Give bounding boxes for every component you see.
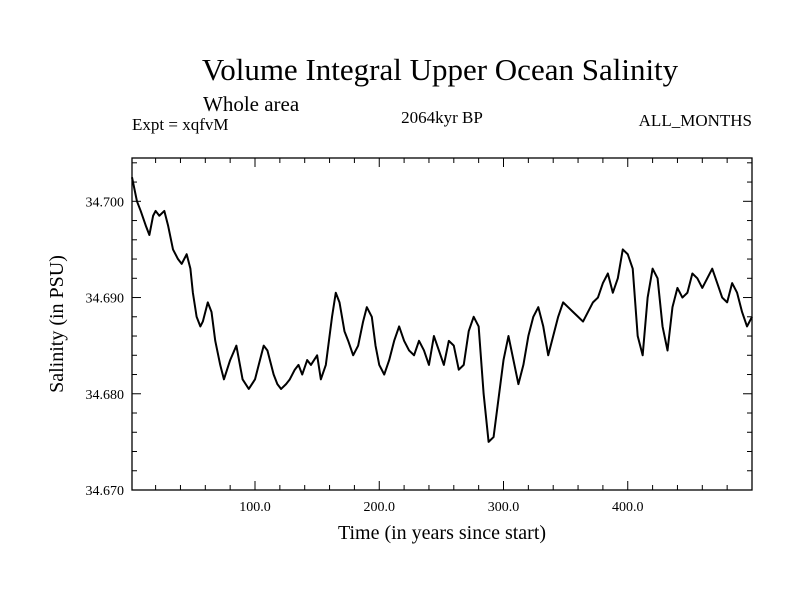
y-axis-tick-labels: 34.670 34.680 34.690 34.700: [86, 195, 125, 499]
y-tick-label: 34.680: [86, 388, 125, 403]
x-axis-label: Time (in years since start): [338, 522, 546, 544]
y-tick-label: 34.700: [86, 195, 125, 210]
x-tick-label: 100.0: [239, 500, 271, 515]
experiment-label: Expt = xqfvM: [132, 115, 228, 134]
salinity-series-line: [131, 177, 753, 443]
x-tick-label: 300.0: [488, 500, 520, 515]
x-tick-label: 400.0: [612, 500, 644, 515]
y-axis-ticks: [132, 162, 752, 472]
y-tick-label: 34.690: [86, 292, 125, 307]
plot-frame: [131, 157, 753, 491]
x-axis-ticks: [155, 158, 728, 490]
x-axis-tick-labels: 100.0 200.0 300.0 400.0: [239, 500, 643, 515]
months-label: ALL_MONTHS: [639, 111, 752, 130]
chart-title: Volume Integral Upper Ocean Salinity: [202, 52, 679, 87]
x-tick-label: 200.0: [364, 500, 396, 515]
period-label: 2064kyr BP: [401, 108, 483, 127]
y-axis-label: Salinity (in PSU): [46, 255, 68, 393]
chart-subtitle: Whole area: [203, 92, 300, 116]
y-tick-label: 34.670: [86, 484, 125, 499]
